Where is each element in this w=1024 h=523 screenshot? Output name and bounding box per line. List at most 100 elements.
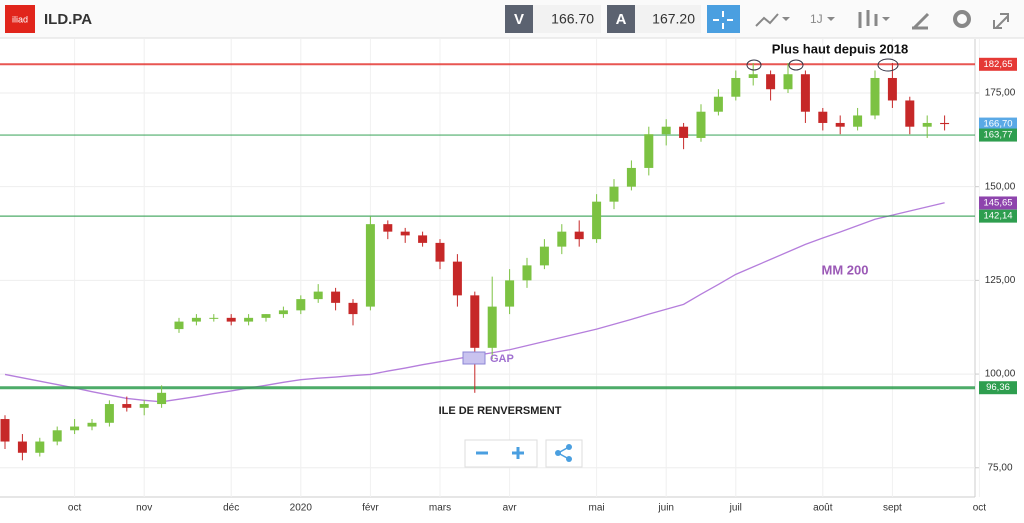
candle-body (609, 186, 619, 202)
candle-body (644, 134, 654, 168)
candle-body (209, 317, 219, 319)
candle-body (35, 441, 45, 453)
crosshair-icon (713, 11, 733, 29)
candle-body (365, 224, 375, 307)
candle-body (922, 122, 932, 127)
x-tick-label: avr (503, 503, 518, 514)
candle-body (383, 224, 393, 232)
candle-body (157, 392, 167, 405)
candle-body (818, 111, 828, 123)
x-tick-label: déc (223, 503, 239, 514)
fullscreen-icon[interactable] (993, 13, 1009, 29)
candle-body (435, 242, 445, 262)
candle-body (940, 122, 950, 125)
bid-box (533, 5, 601, 33)
y-tick-label: 175,00 (985, 88, 1016, 99)
candle-body (539, 246, 549, 266)
candle-body (87, 422, 97, 427)
candle-body (853, 115, 863, 127)
candle-body (261, 314, 271, 318)
price-tag-label: 145,65 (983, 197, 1012, 208)
zoom-box (464, 439, 538, 468)
candle-body (122, 404, 132, 408)
candle-body (887, 77, 897, 101)
gap-box (462, 351, 486, 365)
dropdown (882, 17, 890, 21)
y-tick-label: 150,00 (985, 181, 1016, 192)
annotation: ILE DE RENVERSMENT (439, 405, 562, 417)
chart-type-icon[interactable] (755, 13, 779, 27)
price-tag-label: 163,77 (983, 130, 1012, 141)
candle-body (696, 111, 706, 138)
plot: 75,00 100,00 125,00 150,00 175,00 oct nov déc 20… (0, 39, 1017, 514)
ask-box (635, 5, 701, 33)
y-tick-label: 100,00 (985, 369, 1016, 380)
share-icon[interactable] (555, 444, 572, 462)
x-tick-label: nov (136, 503, 152, 514)
candle-body (905, 100, 915, 127)
candle-body (418, 235, 428, 243)
candle-body (17, 441, 27, 453)
candle-body (522, 265, 532, 281)
candle-body (348, 302, 358, 315)
high-marker (788, 59, 804, 71)
x-tick-label: oct (68, 503, 82, 514)
candle-body (331, 291, 341, 303)
candle-body (400, 231, 410, 236)
candle-body (505, 280, 515, 307)
x-tick-label: 2020 (290, 503, 313, 514)
candle-body (870, 77, 880, 116)
price-tag (979, 117, 1017, 131)
high-marker (746, 59, 762, 71)
annotation: GAP (490, 353, 514, 365)
candle-body (70, 426, 80, 431)
candle-body (226, 317, 236, 322)
symbol: ILD.PA (44, 11, 92, 28)
candle-body (748, 74, 758, 78)
candle-body (0, 419, 10, 442)
x-tick-label: mars (429, 503, 451, 514)
x-tick-label: mai (589, 503, 605, 514)
y-tick-label: 75,00 (987, 462, 1012, 473)
ask-button[interactable] (607, 5, 635, 33)
price-tag-label: 166,70 (983, 119, 1012, 130)
bid-button[interactable] (505, 5, 533, 33)
candle-body (452, 261, 462, 296)
candle-body (296, 299, 306, 311)
candle-body (244, 317, 254, 322)
logo (5, 5, 35, 33)
candle-body (574, 231, 584, 240)
ask-price: 167.20 (652, 11, 695, 27)
draw-icon[interactable] (912, 12, 930, 30)
share-box (545, 439, 583, 468)
x-tick-label: oct (973, 503, 987, 514)
candle-body (731, 77, 741, 97)
price-tag-label: 182,65 (983, 59, 1012, 70)
ma-label: MM 200 (822, 262, 869, 277)
candle-body (835, 122, 845, 127)
settings-icon[interactable] (953, 10, 971, 28)
price-tag (979, 381, 1017, 395)
price-tag (979, 57, 1017, 71)
candle-body (487, 306, 497, 348)
x-tick-label: févr (362, 503, 379, 514)
zoom-in[interactable] (512, 447, 524, 459)
candle-body (626, 167, 636, 187)
indicator-icon[interactable] (858, 10, 878, 28)
candle-body (766, 74, 776, 90)
bid-label: V (514, 11, 524, 28)
interval[interactable]: 1J (810, 12, 823, 26)
candle-body (592, 201, 602, 240)
dropdown (827, 17, 835, 21)
price-tag-label: 96,36 (986, 382, 1010, 393)
candle-body (191, 317, 201, 322)
candle-body (174, 321, 184, 330)
candle-body (713, 96, 723, 112)
candle-body (679, 126, 689, 138)
candle-body (783, 74, 793, 90)
x-tick-label: juin (657, 503, 674, 514)
candle-body (278, 310, 288, 315)
price-tag (979, 128, 1017, 142)
